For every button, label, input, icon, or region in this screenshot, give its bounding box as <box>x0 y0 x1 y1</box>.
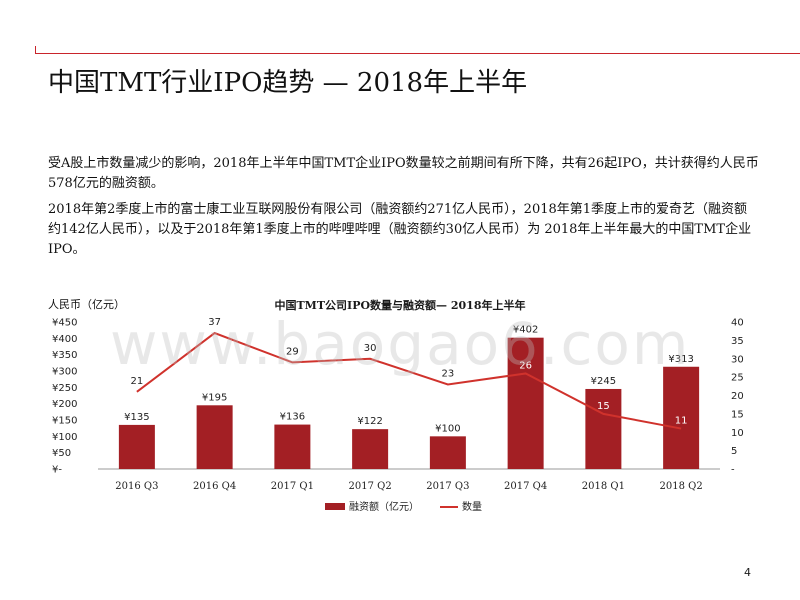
watermark: www.baogao6.com <box>110 310 691 378</box>
bar-2018-q1 <box>585 388 622 469</box>
x-tick-label: 2017 Q1 <box>271 481 314 492</box>
bar-value-label: ¥313 <box>668 354 693 365</box>
bar-value-label: ¥136 <box>280 412 305 423</box>
bar-value-label: ¥135 <box>124 412 149 423</box>
y-right-tick-label: 15 <box>731 409 744 420</box>
y-left-tick-label: ¥100 <box>52 432 77 443</box>
y-right-tick-label: - <box>731 465 735 476</box>
header-rule <box>35 53 800 54</box>
page-number: 4 <box>744 566 751 579</box>
x-tick-label: 2017 Q4 <box>504 481 547 492</box>
y-left-tick-label: ¥50 <box>52 448 71 459</box>
x-tick-label: 2017 Q2 <box>349 481 392 492</box>
x-tick-label: 2018 Q1 <box>582 481 625 492</box>
y-right-tick-label: 30 <box>731 354 744 365</box>
page-title: 中国TMT行业IPO趋势 — 2018年上半年 <box>48 68 528 98</box>
y-right-tick-label: 40 <box>731 318 744 329</box>
bar-value-label: ¥402 <box>513 325 538 336</box>
count-value-label: 11 <box>675 416 688 427</box>
legend-bar-swatch <box>325 503 345 510</box>
count-value-label: 26 <box>519 360 532 371</box>
count-value-label: 30 <box>364 343 377 354</box>
y-right-tick-label: 25 <box>731 373 744 384</box>
chart-title: 中国TMT公司IPO数量与融资额— 2018年上半年 <box>274 299 526 312</box>
y-left-tick-label: ¥350 <box>52 350 77 361</box>
bar-value-label: ¥122 <box>357 416 382 427</box>
paragraph-1: 受A股上市数量减少的影响，2018年上半年中国TMT企业IPO数量较之前期间有所… <box>48 156 759 191</box>
x-tick-label: 2016 Q3 <box>115 481 158 492</box>
bar-2016-q4 <box>196 405 233 469</box>
y-left-tick-label: ¥250 <box>52 383 77 394</box>
y-left-tick-label: ¥150 <box>52 416 77 427</box>
legend-line-label: 数量 <box>462 500 482 513</box>
paragraph-2: 2018年第2季度上市的富士康工业互联网股份有限公司（融资额约271亿人民币），… <box>48 202 752 257</box>
bar-2017-q2 <box>352 429 389 469</box>
bar-value-label: ¥100 <box>435 423 460 434</box>
y-left-axis-label: 人民币（亿元） <box>48 298 125 311</box>
y-left-tick-label: ¥200 <box>52 399 77 410</box>
header-rule-tick <box>35 46 36 54</box>
bar-2017-q4 <box>507 337 544 469</box>
x-tick-label: 2017 Q3 <box>426 481 469 492</box>
count-value-label: 29 <box>286 346 299 357</box>
count-value-label: 37 <box>208 317 221 328</box>
count-line <box>136 331 682 430</box>
x-tick-label: 2016 Q4 <box>193 481 236 492</box>
y-right-tick-label: 10 <box>731 428 744 439</box>
y-right-tick-label: 5 <box>731 446 737 457</box>
bar-value-label: ¥245 <box>591 376 616 387</box>
count-value-label: 23 <box>442 368 455 379</box>
bar-value-label: ¥195 <box>202 392 227 403</box>
count-value-label: 15 <box>597 401 610 412</box>
y-right-tick-label: 35 <box>731 336 744 347</box>
bar-2016-q3 <box>118 424 155 469</box>
y-left-tick-label: ¥450 <box>52 318 77 329</box>
bar-2018-q2 <box>663 366 700 469</box>
y-left-tick-label: ¥400 <box>52 334 77 345</box>
x-tick-label: 2018 Q2 <box>660 481 703 492</box>
y-left-tick-label: ¥- <box>52 465 62 476</box>
bar-2017-q3 <box>429 436 466 469</box>
legend-bar-label: 融资额（亿元） <box>349 500 419 513</box>
y-left-tick-label: ¥300 <box>52 367 77 378</box>
bar-2017-q1 <box>274 424 311 469</box>
count-value-label: 21 <box>131 376 144 387</box>
y-right-tick-label: 20 <box>731 391 744 402</box>
